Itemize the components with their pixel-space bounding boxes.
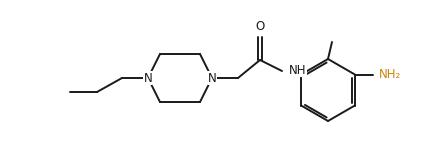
Text: O: O bbox=[255, 20, 265, 33]
Text: N: N bbox=[208, 72, 216, 84]
Text: NH: NH bbox=[289, 63, 306, 76]
Text: N: N bbox=[144, 72, 153, 84]
Text: NH₂: NH₂ bbox=[379, 68, 401, 81]
